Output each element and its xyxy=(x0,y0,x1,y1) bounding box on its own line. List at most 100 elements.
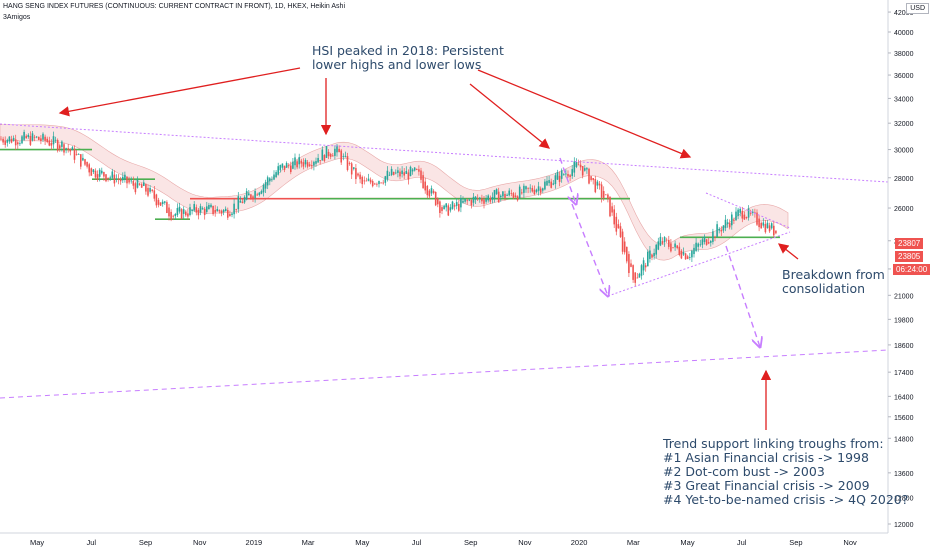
x-tick-label: Mar xyxy=(627,538,640,547)
candle-body xyxy=(451,201,454,209)
candle-body xyxy=(54,139,57,141)
candle-body xyxy=(512,193,515,198)
candle-body xyxy=(453,205,456,207)
candle-body xyxy=(109,177,111,179)
y-tick-label: 15600 xyxy=(894,415,914,422)
candle-body xyxy=(756,212,758,225)
candle-body xyxy=(306,162,309,167)
candle-body xyxy=(210,204,212,208)
candle-body xyxy=(189,207,191,215)
candle-body xyxy=(684,253,687,260)
candle-body xyxy=(422,175,424,189)
y-tick-label: 26000 xyxy=(894,206,914,213)
candle-body xyxy=(651,254,653,258)
moving-average-band xyxy=(0,124,789,261)
y-tick-label: 21000 xyxy=(894,293,914,300)
candle-body xyxy=(483,199,485,204)
candle-body xyxy=(325,146,328,158)
candle-body xyxy=(275,172,277,178)
candle-body xyxy=(161,201,164,205)
candle-body xyxy=(111,171,114,178)
candle-body xyxy=(657,241,660,250)
candle-body xyxy=(33,136,36,138)
candle-body xyxy=(464,198,466,202)
candle-body xyxy=(164,201,166,203)
candle-body xyxy=(235,208,237,210)
candle-body xyxy=(292,161,294,169)
candle-body xyxy=(682,252,685,255)
candle-body xyxy=(31,133,34,141)
candle-body xyxy=(752,211,754,213)
candle-body xyxy=(659,236,662,246)
last-price-label: 23807 xyxy=(895,238,924,249)
ma-band-area xyxy=(0,124,789,261)
candle-body xyxy=(29,135,32,145)
candle-body xyxy=(516,196,519,201)
candle-body xyxy=(52,136,55,145)
candle-body xyxy=(733,219,735,221)
candle-body xyxy=(290,165,292,173)
candle-body xyxy=(107,177,109,179)
candle-body xyxy=(518,186,521,199)
candle-body xyxy=(466,200,468,202)
candle-body xyxy=(594,179,597,193)
currency-badge[interactable]: USD xyxy=(906,3,929,14)
candle-body xyxy=(59,145,61,149)
candle-body xyxy=(449,207,452,211)
candle-body xyxy=(596,181,599,186)
y-tick-label: 40000 xyxy=(894,30,914,37)
candle-body xyxy=(243,197,246,203)
candle-body xyxy=(552,183,555,185)
candle-body xyxy=(273,174,275,180)
candle-body xyxy=(699,244,702,246)
candle-body xyxy=(546,180,548,186)
candle-body xyxy=(619,226,622,237)
candle-body xyxy=(472,196,475,203)
x-tick-label: 2019 xyxy=(246,538,263,547)
candle-body xyxy=(550,181,552,188)
candle-body xyxy=(668,239,670,247)
x-tick-label: Nov xyxy=(193,538,207,547)
candle-body xyxy=(218,210,221,212)
candle-body xyxy=(722,225,725,231)
candle-body xyxy=(720,229,723,232)
candle-body xyxy=(128,179,130,183)
candle-body xyxy=(531,187,534,192)
candle-body xyxy=(670,243,672,252)
candle-body xyxy=(607,194,609,199)
candle-body xyxy=(592,178,594,181)
candle-body xyxy=(581,166,584,176)
annotation-arrows xyxy=(58,67,799,430)
candle-body xyxy=(605,194,607,196)
candle-body xyxy=(279,165,282,171)
candle-body xyxy=(628,254,630,274)
candle-body xyxy=(638,273,641,278)
candle-body xyxy=(132,180,135,186)
candle-body xyxy=(264,182,267,189)
candle-body xyxy=(233,203,235,215)
candle-body xyxy=(96,174,99,180)
candle-body xyxy=(269,178,271,182)
candle-body xyxy=(686,256,689,259)
candle-body xyxy=(382,182,384,184)
candle-body xyxy=(768,225,771,232)
candle-body xyxy=(159,202,162,206)
candle-body xyxy=(138,183,141,185)
x-tick-label: Jul xyxy=(737,538,747,547)
candle-body xyxy=(775,230,777,234)
candle-body xyxy=(569,175,571,177)
candle-body xyxy=(130,180,132,182)
y-tick-label: 38000 xyxy=(894,51,914,58)
candle-body xyxy=(479,197,481,199)
candle-body xyxy=(439,201,441,213)
candle-body xyxy=(376,183,378,185)
candle-body xyxy=(113,174,116,184)
candle-body xyxy=(554,175,557,185)
candle-body xyxy=(602,190,605,198)
candle-body xyxy=(241,201,244,204)
candle-body xyxy=(187,213,189,217)
candle-body xyxy=(80,154,82,167)
candle-body xyxy=(470,200,473,206)
candle-body xyxy=(73,148,76,160)
